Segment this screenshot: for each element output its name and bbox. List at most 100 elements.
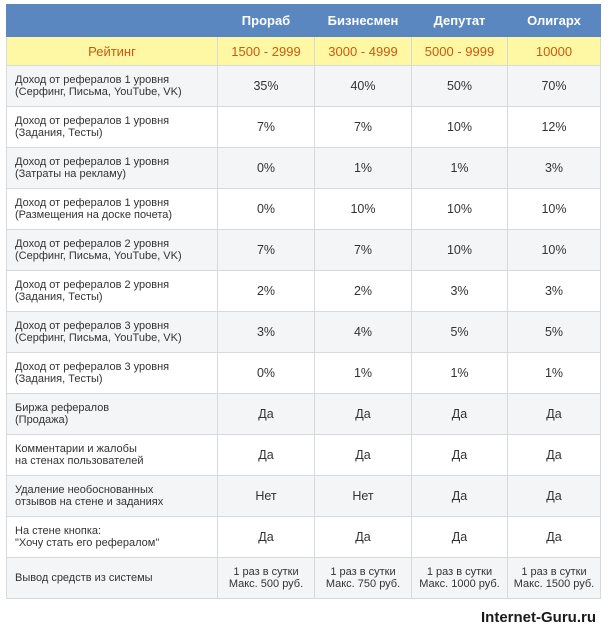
header-column-oligarch: Олигарх [507,4,601,37]
table-row: Комментарии и жалобы на стенах пользовате… [6,434,601,476]
withdrawal-value: 1 раз в сутки Макс. 1000 руб. [411,557,508,599]
row-value: Да [314,434,412,476]
row-value: 7% [217,106,315,148]
row-label: Доход от рефералов 1 уровня (Затраты на р… [6,147,218,189]
row-label: Доход от рефералов 2 уровня (Задания, Тес… [6,270,218,312]
row-label: Доход от рефералов 3 уровня (Серфинг, Пис… [6,311,218,353]
row-value: Да [217,434,315,476]
row-value: 35% [217,65,315,107]
rating-row: Рейтинг 1500 - 2999 3000 - 4999 5000 - 9… [6,36,601,66]
row-value: 7% [314,229,412,271]
row-label: Доход от рефералов 2 уровня (Серфинг, Пис… [6,229,218,271]
row-value: Нет [217,475,315,517]
header-row: Прораб Бизнесмен Депутат Олигарх [6,4,601,37]
table-row: Доход от рефералов 2 уровня (Серфинг, Пис… [6,229,601,271]
row-value: Да [411,434,508,476]
row-label-detail: (Задания, Тесты) [15,373,103,385]
table-row: Удаление необоснованных отзывов на стене … [6,475,601,517]
row-value: 3% [411,270,508,312]
row-value: 1% [314,352,412,394]
withdrawal-value: 1 раз в сутки Макс. 500 руб. [217,557,315,599]
rating-label: Рейтинг [6,36,218,66]
rating-value: 3000 - 4999 [314,36,412,66]
row-label-detail: (Задания, Тесты) [15,127,103,139]
row-value: 50% [411,65,508,107]
row-value: Нет [314,475,412,517]
row-value: 40% [314,65,412,107]
row-label-title: Доход от рефералов 1 уровня [15,115,170,127]
row-value: 2% [217,270,315,312]
row-label-detail: (Серфинг, Письма, YouTube, VK) [15,86,182,98]
row-value: 10% [411,188,508,230]
comparison-table-container: Прораб Бизнесмен Депутат Олигарх Рейтинг… [6,4,601,599]
row-label-title: Комментарии и жалобы [15,443,137,455]
status-comparison-table: Прораб Бизнесмен Депутат Олигарх Рейтинг… [6,4,601,599]
row-value: Да [507,475,601,517]
row-value: 3% [217,311,315,353]
row-value: 10% [411,106,508,148]
row-value: 0% [217,147,315,189]
withdrawal-max: Макс. 500 руб. [228,578,304,590]
row-label-detail: (Задания, Тесты) [15,291,103,303]
row-value: 10% [411,229,508,271]
row-label-title: Доход от рефералов 1 уровня [15,74,170,86]
row-value: 5% [411,311,508,353]
row-value: 0% [217,188,315,230]
row-value: 10% [507,229,601,271]
table-row: Доход от рефералов 1 уровня (Затраты на р… [6,147,601,189]
row-value: 1% [411,352,508,394]
row-value: Да [507,516,601,558]
row-label-title: На стене кнопка: [15,525,102,537]
withdrawal-max: Макс. 750 руб. [325,578,401,590]
row-label: Доход от рефералов 1 уровня (Размещения н… [6,188,218,230]
withdrawal-max: Макс. 1500 руб. [513,578,595,590]
row-label-title: Доход от рефералов 2 уровня [15,238,170,250]
table-row: Доход от рефералов 1 уровня (Серфинг, Пис… [6,65,601,107]
row-label: Доход от рефералов 1 уровня (Серфинг, Пис… [6,65,218,107]
row-value: 1% [507,352,601,394]
data-rows: Доход от рефералов 1 уровня (Серфинг, Пис… [6,65,601,558]
rating-value: 5000 - 9999 [411,36,508,66]
header-column-foreman: Прораб [217,4,315,37]
row-label: Доход от рефералов 3 уровня (Задания, Тес… [6,352,218,394]
row-value: Да [411,393,508,435]
row-value: 3% [507,147,601,189]
row-value: 70% [507,65,601,107]
row-label-detail: отзывов на стене и заданиях [15,496,164,508]
row-value: 7% [217,229,315,271]
withdrawal-frequency: 1 раз в сутки [521,566,587,578]
row-value: Да [507,434,601,476]
row-label-title: Удаление необоснованных [15,484,154,496]
row-value: 1% [314,147,412,189]
rating-value: 10000 [507,36,601,66]
row-label-title: Доход от рефералов 3 уровня [15,361,170,373]
withdrawal-value: 1 раз в сутки Макс. 1500 руб. [507,557,601,599]
row-value: Да [217,516,315,558]
row-label-detail: (Серфинг, Письма, YouTube, VK) [15,332,182,344]
row-label-detail: на стенах пользователей [15,455,144,467]
site-watermark: Internet-Guru.ru [481,609,596,626]
row-value: 1% [411,147,508,189]
header-column-businessman: Бизнесмен [314,4,412,37]
row-label: Удаление необоснованных отзывов на стене … [6,475,218,517]
row-label-title: Доход от рефералов 3 уровня [15,320,170,332]
row-value: 5% [507,311,601,353]
row-label-title: Доход от рефералов 2 уровня [15,279,170,291]
rating-value: 1500 - 2999 [217,36,315,66]
withdrawal-frequency: 1 раз в сутки [233,566,299,578]
row-label-detail: (Размещения на доске почета) [15,209,173,221]
row-value: 12% [507,106,601,148]
row-value: Да [314,516,412,558]
row-label-detail: "Хочу стать его рефералом" [15,537,160,549]
header-blank-cell [6,4,218,37]
withdrawal-label: Вывод средств из системы [6,557,218,599]
row-label: Комментарии и жалобы на стенах пользовате… [6,434,218,476]
row-value: 10% [314,188,412,230]
table-row: Биржа рефералов (Продажа) Да Да Да Да [6,393,601,435]
row-label: Доход от рефералов 1 уровня (Задания, Тес… [6,106,218,148]
header-column-deputy: Депутат [411,4,508,37]
withdrawal-frequency: 1 раз в сутки [426,566,493,578]
row-value: Да [411,516,508,558]
row-value: Да [507,393,601,435]
row-label-detail: (Продажа) [15,414,69,426]
